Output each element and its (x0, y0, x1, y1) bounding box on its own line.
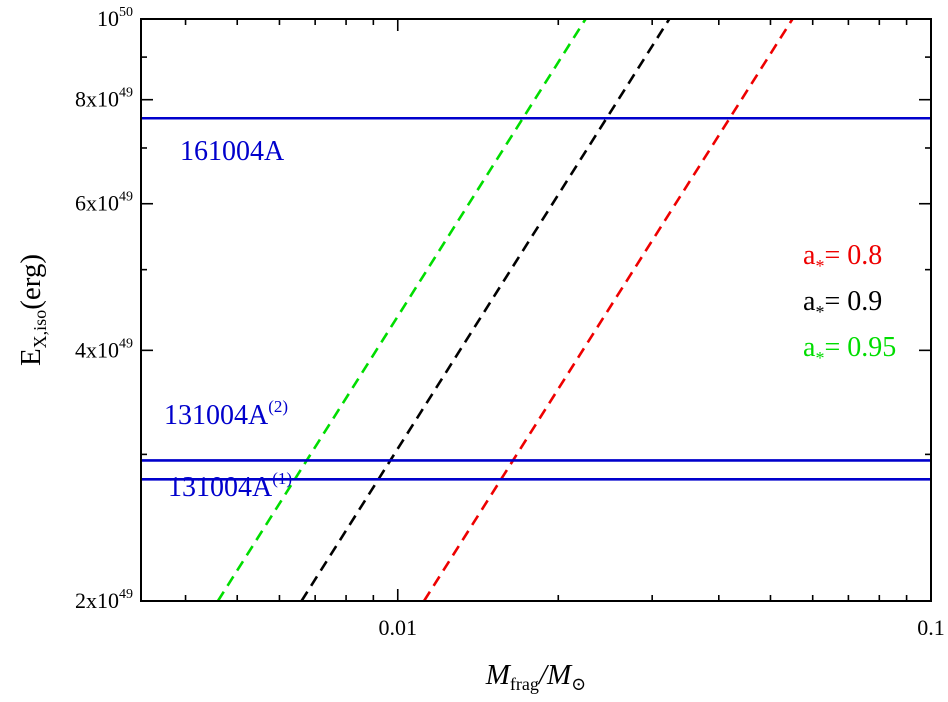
series-line-1 (300, 18, 671, 602)
legend-symbol: a (803, 332, 816, 363)
labels-layer: 0.01 0.12x10494x10496x10498x1049105016100… (75, 5, 945, 640)
y-tick-exponent: 49 (119, 86, 133, 101)
ticks-layer (141, 18, 932, 602)
plot-frame (140, 18, 932, 602)
y-tick-label-1: 4x1049 (75, 336, 133, 362)
y-tick-label-2: 6x1049 (75, 190, 133, 216)
x-axis-label: Mfrag/M⊙ (485, 659, 586, 694)
y-tick-exponent: 49 (119, 587, 133, 602)
reference-lines-layer (141, 116, 931, 481)
legend-item-0: a*= 0.8 (803, 240, 882, 276)
x-label-sep: / (537, 659, 550, 691)
y-tick-mantissa: 4x10 (75, 337, 119, 362)
reference-line-name: 161004A (180, 136, 285, 167)
y-axis-label: EX,iso(erg) (15, 254, 50, 366)
series-line-0 (216, 18, 587, 602)
legend-value: = 0.9 (824, 286, 882, 317)
legend-subscript: * (815, 348, 824, 368)
y-tick-exponent: 49 (119, 336, 133, 351)
x-label-main: M (485, 659, 512, 691)
x-tick-label-1: 0.1 (917, 615, 945, 640)
legend-symbol: a (803, 286, 816, 317)
legend-item-2: a*= 0.95 (803, 332, 896, 368)
reference-line-superscript: (2) (268, 397, 288, 416)
reference-line-name: 131004A (164, 400, 269, 431)
series-layer (216, 18, 794, 602)
y-tick-mantissa: 2x10 (75, 588, 119, 613)
reference-line-label-1: 131004A(2) (164, 397, 288, 431)
x-label-main2: M (546, 659, 573, 691)
legend-subscript: * (815, 256, 824, 276)
y-tick-label-0: 2x1049 (75, 587, 133, 613)
series-line-2 (422, 18, 794, 602)
y-label-sub: X,iso (30, 310, 50, 349)
y-tick-exponent: 49 (119, 190, 133, 205)
y-tick-label-3: 8x1049 (75, 86, 133, 112)
x-label-sub: frag (510, 674, 539, 694)
legend-item-1: a*= 0.9 (803, 286, 882, 322)
y-label-main: E (15, 348, 47, 366)
y-label-rest: (erg) (15, 254, 47, 310)
x-label-sub2: ⊙ (571, 674, 586, 694)
y-tick-label-4: 1050 (97, 5, 133, 31)
x-tick-label-0: 0.01 (379, 615, 418, 640)
y-tick-mantissa: 6x10 (75, 191, 119, 216)
reference-line-label-0: 161004A (180, 136, 285, 167)
reference-line-name: 131004A (168, 472, 273, 503)
legend-symbol: a (803, 240, 816, 271)
legend-value: = 0.8 (824, 240, 882, 271)
y-tick-mantissa: 8x10 (75, 87, 119, 112)
reference-line-superscript: (1) (272, 469, 292, 488)
y-tick-exponent: 50 (119, 5, 133, 20)
legend-value: = 0.95 (824, 332, 896, 363)
legend-subscript: * (815, 302, 824, 322)
reference-line-label-2: 131004A(1) (168, 469, 292, 503)
y-tick-mantissa: 10 (97, 6, 119, 31)
legend: a*= 0.8a*= 0.9a*= 0.95 (803, 240, 896, 368)
